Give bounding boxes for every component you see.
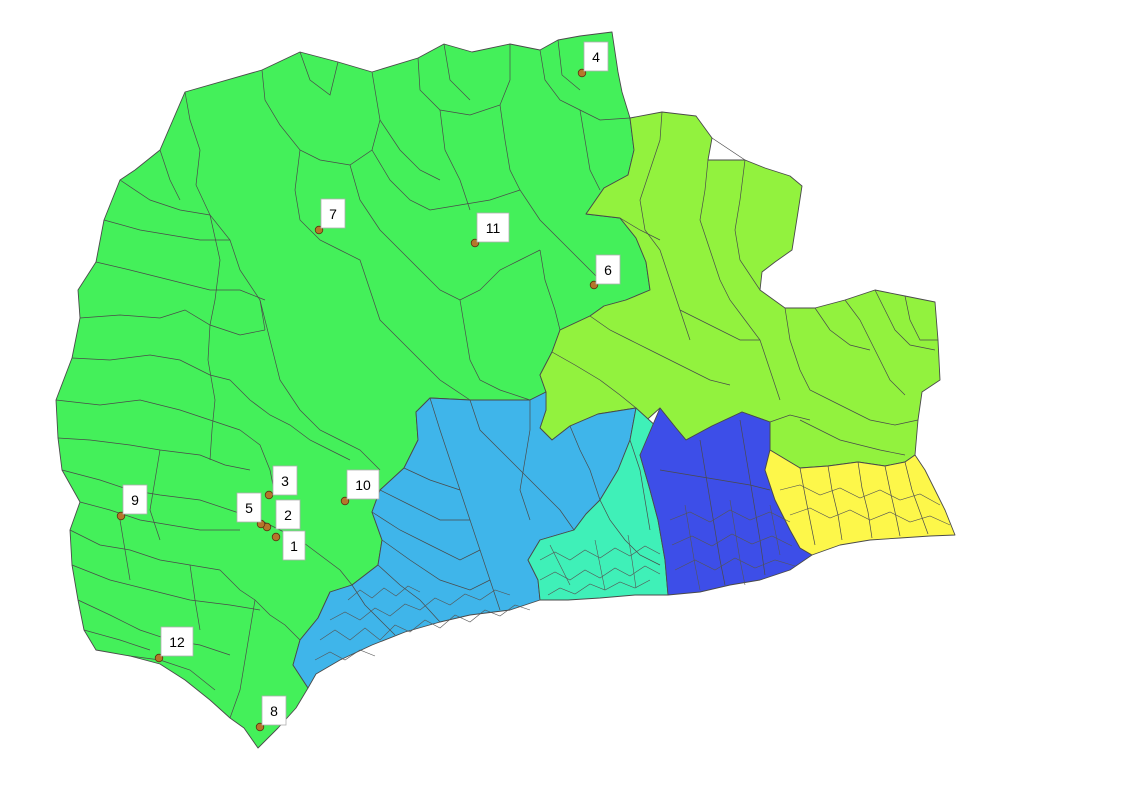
site-label: 8 xyxy=(261,695,287,726)
boundaries-blue xyxy=(659,419,796,591)
site-labels: 1 2 3 4 5 6 7 8 xyxy=(122,41,621,726)
svg-text:10: 10 xyxy=(355,477,371,493)
boundaries-lime xyxy=(551,111,938,456)
svg-text:6: 6 xyxy=(604,262,612,278)
site-label: 12 xyxy=(160,626,194,657)
site-label: 7 xyxy=(320,198,346,229)
site-label: 9 xyxy=(122,484,148,515)
boundaries-aqua xyxy=(539,439,661,596)
site-label: 3 xyxy=(272,465,298,496)
site-label: 6 xyxy=(595,254,621,285)
svg-text:7: 7 xyxy=(329,206,337,222)
boundaries-green xyxy=(55,39,631,719)
boundaries-yellow xyxy=(779,461,951,546)
svg-text:2: 2 xyxy=(284,507,292,523)
site-label: 10 xyxy=(346,469,380,500)
site-markers xyxy=(116,68,599,732)
svg-text:12: 12 xyxy=(169,634,185,650)
svg-text:9: 9 xyxy=(131,492,139,508)
site-label: 5 xyxy=(236,492,262,523)
region-sky[interactable] xyxy=(292,391,637,689)
svg-text:1: 1 xyxy=(290,538,298,554)
site-label: 1 xyxy=(282,530,306,561)
site-label: 2 xyxy=(275,499,301,530)
region-yellow[interactable] xyxy=(764,449,956,556)
boundaries-sky xyxy=(314,397,601,661)
site-marker[interactable] xyxy=(271,532,281,542)
svg-text:3: 3 xyxy=(281,473,289,489)
site-label: 4 xyxy=(583,41,609,72)
svg-text:11: 11 xyxy=(486,220,501,236)
site-marker[interactable] xyxy=(264,490,274,500)
svg-text:4: 4 xyxy=(592,49,600,65)
site-label: 11 xyxy=(476,212,510,243)
svg-text:5: 5 xyxy=(245,500,253,516)
svg-text:8: 8 xyxy=(270,703,278,719)
